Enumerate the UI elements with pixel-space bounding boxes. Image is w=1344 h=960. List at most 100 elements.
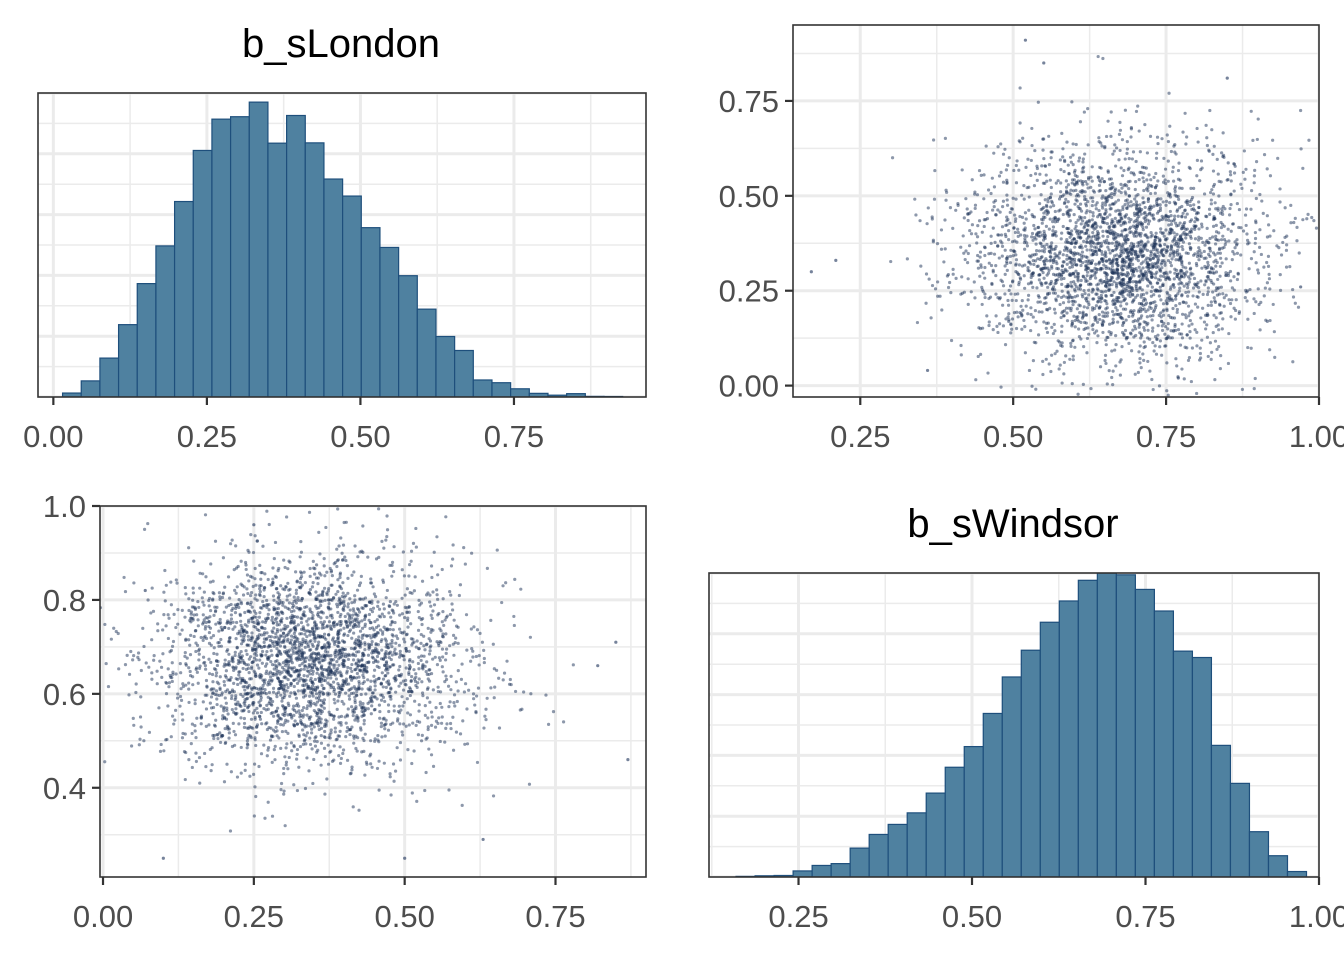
scatter-point <box>1141 352 1145 356</box>
scatter-point <box>1106 119 1110 123</box>
scatter-point <box>305 669 309 673</box>
scatter-point <box>1006 303 1011 307</box>
scatter-point <box>260 722 264 726</box>
scatter-point <box>1226 161 1230 165</box>
scatter-point <box>1125 151 1129 155</box>
scatter-point <box>325 676 329 680</box>
scatter-point <box>221 592 225 596</box>
scatter-point <box>1207 270 1211 274</box>
scatter-point <box>1137 177 1141 182</box>
scatter-point <box>995 324 999 328</box>
scatter-point <box>421 663 425 667</box>
scatter-point <box>300 708 304 713</box>
scatter-point <box>454 730 459 734</box>
scatter-point <box>1051 287 1055 292</box>
scatter-point <box>1240 387 1245 392</box>
scatter-point <box>966 251 970 256</box>
scatter-point <box>1252 311 1256 316</box>
scatter-point <box>296 596 300 600</box>
scatter-point <box>1065 253 1069 258</box>
scatter-point <box>1219 256 1223 260</box>
data-marks <box>809 38 1319 397</box>
scatter-point <box>1175 272 1180 276</box>
scatter-point <box>945 190 949 194</box>
scatter-point <box>178 694 183 699</box>
scatter-point <box>1093 220 1097 225</box>
scatter-point <box>1042 61 1046 65</box>
scatter-point <box>1272 330 1276 334</box>
histogram-bar <box>323 178 344 397</box>
scatter-point <box>1123 108 1127 112</box>
scatter-point <box>1152 175 1156 180</box>
scatter-point <box>1054 230 1058 234</box>
scatter-point <box>1184 316 1188 320</box>
scatter-point <box>1161 174 1165 178</box>
scatter-point <box>307 510 312 514</box>
scatter-point <box>974 378 978 382</box>
scatter-point <box>1063 159 1067 164</box>
scatter-point <box>1146 186 1150 190</box>
scatter-point <box>444 651 448 655</box>
scatter-point <box>409 549 414 553</box>
scatter-point <box>216 736 220 741</box>
scatter-point <box>1171 298 1175 303</box>
scatter-point <box>1132 267 1136 272</box>
scatter-point <box>1084 313 1088 317</box>
scatter-point <box>1007 238 1011 242</box>
scatter-point <box>482 656 486 661</box>
scatter-point <box>310 747 314 751</box>
scatter-point <box>1089 386 1093 391</box>
x-tick-label: 0.75 <box>484 419 544 454</box>
scatter-point <box>231 620 235 624</box>
scatter-point <box>270 663 275 667</box>
scatter-point <box>1284 265 1289 269</box>
scatter-point <box>318 654 322 658</box>
scatter-point <box>275 647 279 651</box>
scatter-point <box>1101 319 1105 323</box>
scatter-point <box>215 733 219 737</box>
scatter-point <box>1305 217 1309 221</box>
scatter-point <box>1128 179 1132 183</box>
y-tick-label: 0.00 <box>719 369 779 404</box>
scatter-point <box>1243 213 1248 217</box>
scatter-point <box>1070 322 1074 326</box>
scatter-point <box>1199 316 1203 320</box>
scatter-point <box>1095 252 1099 257</box>
scatter-point <box>274 692 279 696</box>
scatter-point <box>1021 308 1025 312</box>
scatter-point <box>417 709 421 713</box>
scatter-point <box>1114 334 1118 338</box>
scatter-point <box>1029 312 1033 317</box>
scatter-point <box>195 670 199 674</box>
scatter-point <box>1087 332 1091 336</box>
scatter-point <box>1105 259 1109 263</box>
scatter-point <box>1146 199 1150 204</box>
scatter-point <box>1047 163 1052 167</box>
scatter-point <box>966 212 970 216</box>
scatter-point <box>1158 218 1162 222</box>
scatter-point <box>377 759 381 763</box>
scatter-point <box>1014 326 1019 331</box>
scatter-point <box>335 602 339 606</box>
scatter-point <box>966 261 970 265</box>
scatter-point <box>313 688 317 692</box>
scatter-point <box>508 677 512 682</box>
scatter-point <box>1042 211 1046 215</box>
scatter-point <box>1198 351 1202 356</box>
scatter-point <box>458 583 463 587</box>
scatter-point <box>237 670 241 674</box>
scatter-point <box>1224 273 1228 278</box>
scatter-point <box>223 585 227 589</box>
scatter-point <box>1074 221 1078 225</box>
scatter-point <box>220 691 224 695</box>
scatter-point <box>1091 327 1095 332</box>
scatter-point <box>1158 238 1162 242</box>
scatter-point <box>416 609 420 614</box>
scatter-point <box>1244 223 1248 228</box>
scatter-point <box>1190 346 1195 350</box>
scatter-point <box>1166 322 1170 326</box>
scatter-point <box>203 627 207 631</box>
scatter-point <box>1096 299 1100 303</box>
scatter-point <box>369 752 373 756</box>
y-tick-label: 0.75 <box>719 84 779 119</box>
